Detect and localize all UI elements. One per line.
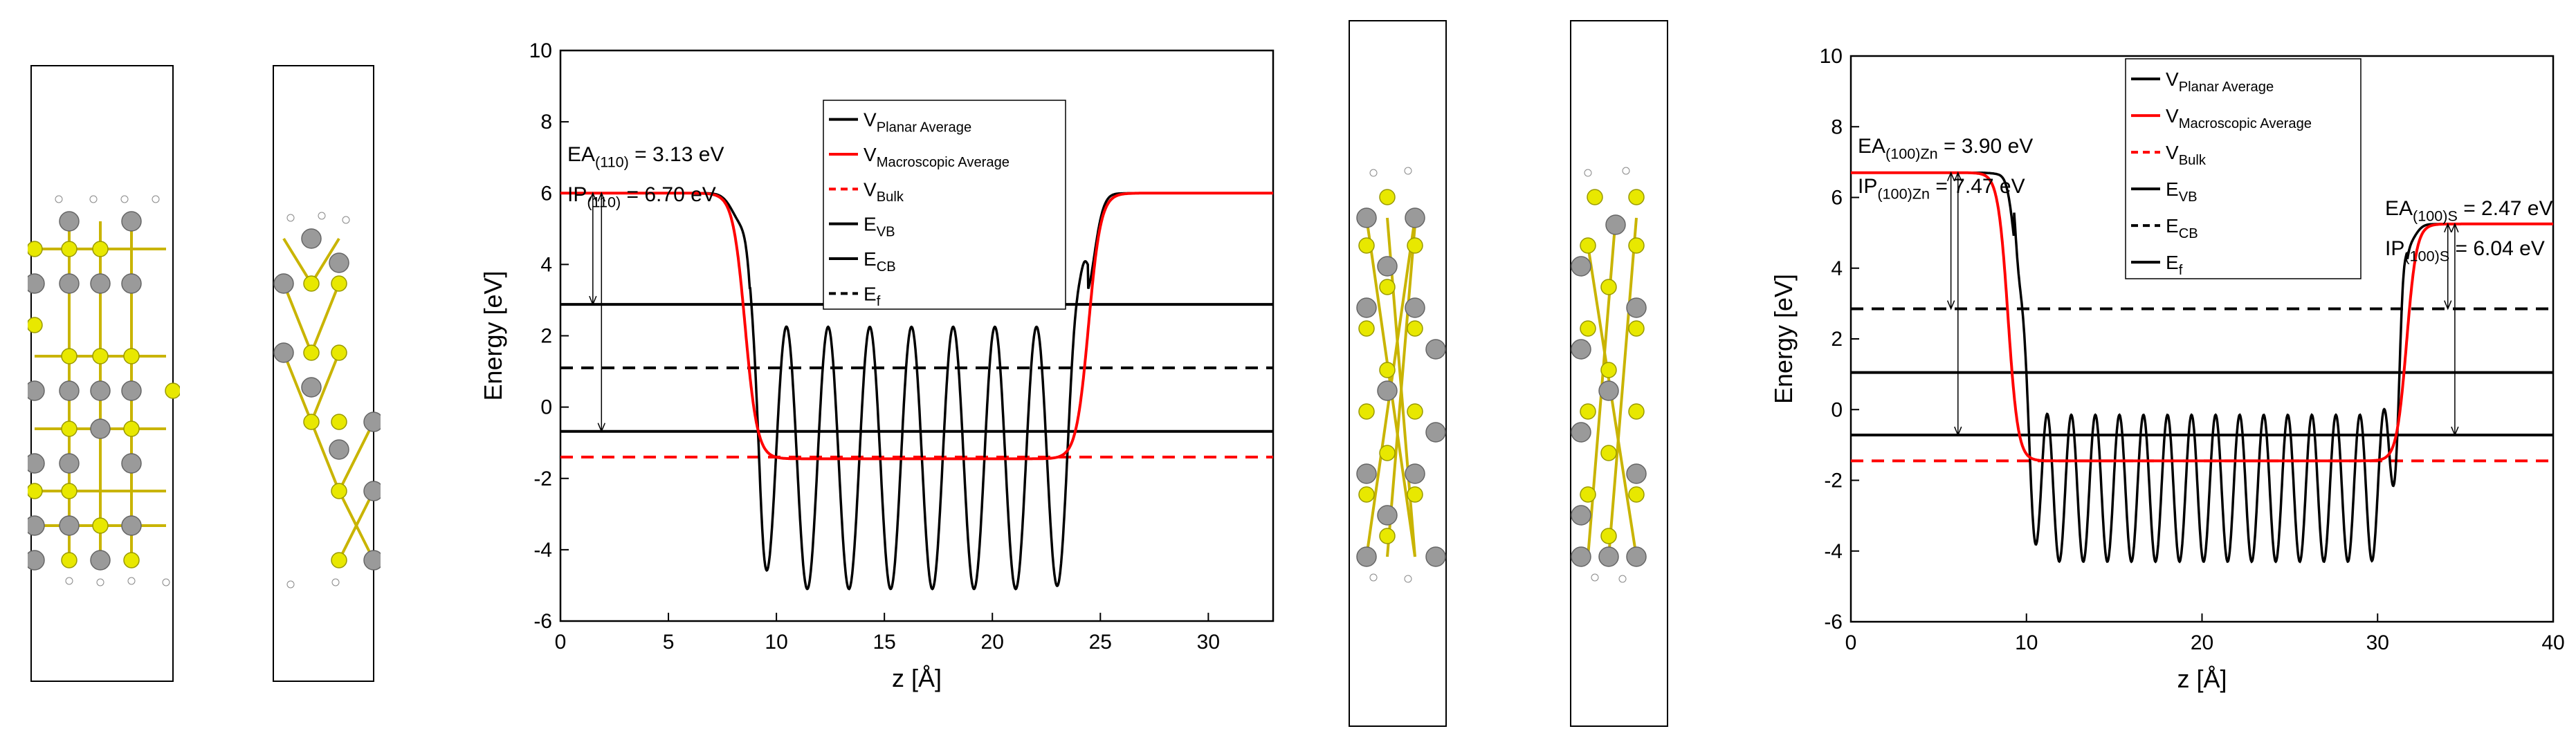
x-tick-label: 5: [663, 631, 675, 654]
arrow-head-bottom: [2444, 300, 2452, 311]
y-tick-label: 2: [540, 325, 552, 348]
arrow-head-bottom: [1946, 300, 1955, 311]
x-tick-label: 30: [1197, 631, 1220, 654]
legend-label: EVB: [864, 214, 895, 240]
legend-label: VPlanar Average: [864, 109, 971, 136]
arrow-head-top: [2451, 222, 2459, 233]
y-tick-label: -6: [1824, 611, 1843, 634]
structure-100-side: [1570, 20, 1668, 727]
y-tick-label: 0: [540, 396, 552, 419]
legend-label: VBulk: [864, 178, 904, 205]
y-tick-label: 10: [529, 39, 552, 62]
arrow-head-bottom: [1954, 426, 1962, 437]
legend-label: EVB: [2166, 178, 2198, 205]
y-tick-label: 6: [1831, 187, 1843, 210]
y-tick-label: 8: [1831, 115, 1843, 138]
arrow-head-top: [1946, 171, 1955, 182]
legend-label: VMacroscopic Average: [864, 144, 1010, 170]
x-tick-label: 0: [1845, 631, 1857, 654]
x-tick-label: 25: [1089, 631, 1112, 654]
legend-label: Ef: [2166, 252, 2183, 278]
x-axis-label: z [Å]: [2177, 665, 2227, 693]
y-tick-label: -6: [533, 610, 552, 633]
legend-label: VPlanar Average: [2166, 68, 2274, 95]
arrow-head-bottom: [2451, 426, 2459, 437]
legend-box: [823, 100, 1066, 310]
potential-chart-110: 0 5 10 15 20 25 30 -6 -4 -2 0 2 4 6 8 10 z [Å] Energy [eV…: [479, 39, 1275, 692]
legend-box: [2125, 58, 2362, 279]
annotation-text: IP(100)S = 6.04 eV: [2385, 237, 2545, 264]
y-tick-label: -2: [533, 468, 552, 490]
y-axis-label: Energy [eV]: [1769, 274, 1798, 404]
x-axis-label: z [Å]: [892, 664, 942, 692]
x-tick-label: 20: [2191, 631, 2213, 654]
arrow-head-top: [1954, 171, 1962, 182]
annotation-text: EA(110) = 3.13 eV: [567, 143, 724, 170]
y-tick-label: 4: [540, 253, 552, 276]
x-tick-label: 30: [2366, 631, 2389, 654]
potential-chart-100: 0 10 20 30 40 -6 -4 -2 0 2 4 6 8 10 z [Å] Energy [eV] EA…: [1769, 45, 2565, 693]
legend-label: VMacroscopic Average: [2166, 105, 2312, 131]
y-tick-label: -2: [1824, 470, 1843, 492]
macroscopic-average-line: [1851, 171, 2553, 463]
arrow-head-top: [597, 192, 605, 202]
arrow-head-bottom: [589, 295, 597, 306]
y-tick-label: -4: [1824, 540, 1843, 563]
y-tick-label: 0: [1831, 398, 1843, 421]
macroscopic-average-line: [560, 192, 1273, 461]
y-tick-label: 8: [540, 111, 552, 133]
x-tick-label: 10: [765, 631, 787, 654]
structure-110-front: [28, 65, 180, 682]
x-tick-label: 15: [873, 631, 895, 654]
legend-label: ECB: [864, 248, 896, 275]
x-tick-label: 0: [555, 631, 567, 654]
arrow-head-top: [2444, 222, 2452, 233]
annotation-text: EA(100)Zn = 3.90 eV: [1858, 135, 2033, 162]
legend-label: ECB: [2166, 215, 2198, 241]
legend-label: VBulk: [2166, 142, 2207, 168]
legend-label: Ef: [864, 283, 881, 309]
y-tick-label: -4: [533, 539, 552, 562]
annotation-text: IP(100)Zn = 7.47 eV: [1858, 175, 2025, 202]
arrow-head-bottom: [597, 423, 605, 433]
y-tick-label: 2: [1831, 328, 1843, 351]
arrow-head-top: [589, 192, 597, 202]
structure-100-front: [1349, 20, 1447, 727]
y-axis-label: Energy [eV]: [479, 270, 507, 400]
x-tick-label: 20: [981, 631, 1004, 654]
x-tick-label: 10: [2015, 631, 2038, 654]
x-tick-label: 40: [2541, 631, 2564, 654]
y-tick-label: 6: [540, 182, 552, 205]
annotation-text: EA(100)S = 2.47 eV: [2385, 197, 2552, 224]
y-tick-label: 10: [1820, 45, 1843, 68]
y-tick-label: 4: [1831, 257, 1843, 280]
structure-110-side: [273, 65, 381, 682]
annotation-text: IP(110) = 6.70 eV: [567, 183, 716, 210]
